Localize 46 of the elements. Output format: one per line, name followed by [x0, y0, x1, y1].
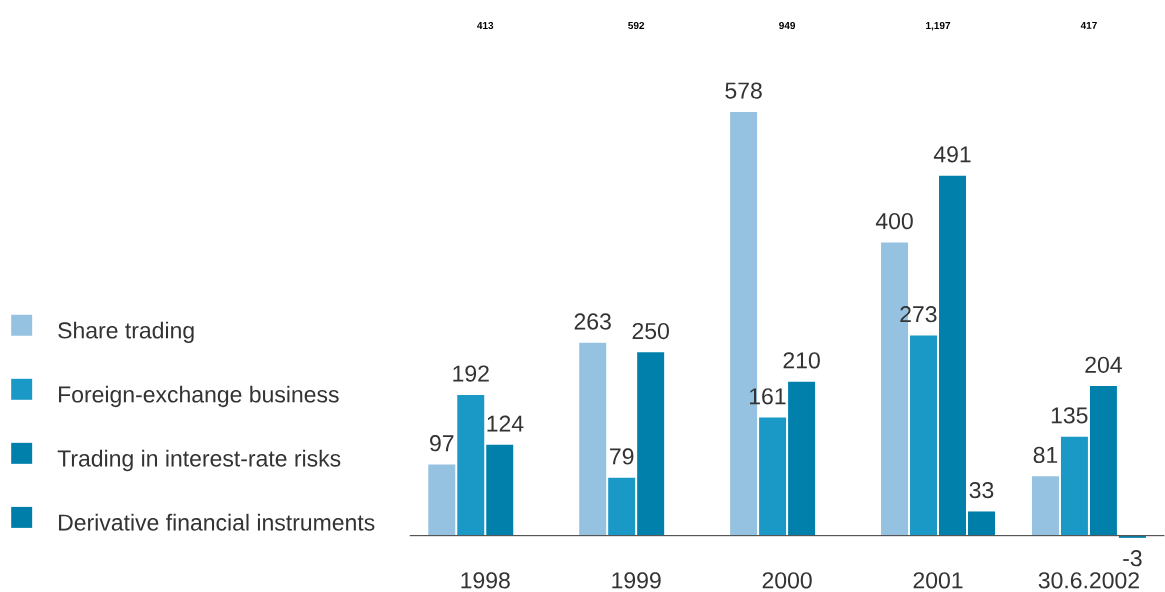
- data-label: 491: [933, 146, 971, 163]
- bar: [1031, 476, 1059, 536]
- data-label: 250: [632, 323, 669, 340]
- bar: [457, 395, 485, 536]
- bar: [608, 477, 636, 536]
- data-label: 81: [1033, 446, 1058, 464]
- data-label: 210: [783, 352, 820, 369]
- data-label: 400: [875, 213, 913, 230]
- x-tick-label: 2000: [762, 572, 812, 589]
- bar: [910, 335, 938, 536]
- data-label: 79: [610, 448, 634, 465]
- bar: [637, 352, 665, 536]
- data-label: -3: [1123, 550, 1142, 567]
- data-label: 97: [430, 435, 454, 452]
- text: 413: [477, 22, 494, 30]
- bar: [1060, 436, 1088, 536]
- text: 592: [628, 22, 645, 30]
- bar: [579, 343, 607, 536]
- text: 949: [779, 22, 796, 30]
- data-label: 263: [574, 313, 611, 330]
- data-label: 135: [1051, 407, 1088, 424]
- legend-label: Derivative financial instruments: [59, 513, 375, 531]
- x-tick-label: 2001: [913, 572, 963, 589]
- legend-label: Foreign-exchange business: [59, 385, 339, 408]
- bar: [1089, 386, 1117, 536]
- legend-label: Trading in interest-rate risks: [57, 449, 341, 472]
- bar: [428, 464, 456, 536]
- legend-label: Share trading: [58, 321, 194, 344]
- x-tick-label: 1999: [612, 572, 661, 589]
- bar: [759, 417, 787, 536]
- data-label: 161: [750, 388, 786, 405]
- bar: [968, 511, 995, 536]
- data-label: 578: [725, 82, 762, 99]
- data-label: 273: [900, 306, 937, 323]
- data-label: 33: [969, 482, 994, 499]
- data-label: 192: [453, 365, 489, 382]
- text: 1,197: [926, 22, 951, 31]
- data-label: 124: [487, 415, 524, 432]
- bar: [939, 175, 966, 536]
- data-label: 204: [1085, 356, 1122, 374]
- x-tick-label: 30.6.2002: [1038, 572, 1139, 589]
- x-tick-label: 1998: [461, 572, 510, 589]
- bar: [486, 444, 514, 536]
- bar: [1118, 535, 1146, 539]
- text: 417: [1080, 22, 1097, 30]
- bar: [788, 381, 816, 536]
